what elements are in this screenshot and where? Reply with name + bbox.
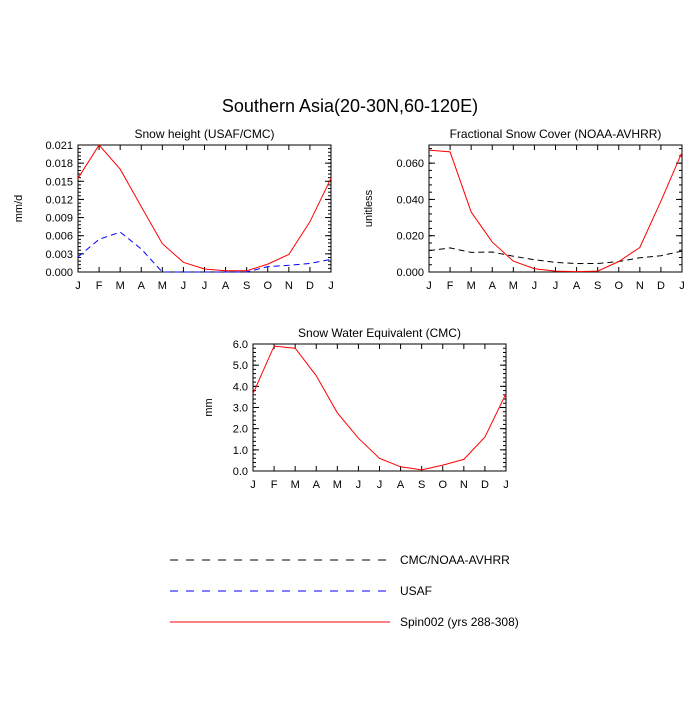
- x-tick-label: O: [263, 280, 272, 292]
- x-tick-label: J: [356, 479, 362, 491]
- series-line-cmc-noaa-avhrr: [428, 247, 683, 264]
- chart-snow-height: Snow height (USAF/CMC)mm/dJ F M A M J J A S O N D J0…: [13, 127, 334, 292]
- y-tick-label: 2.0: [233, 424, 248, 436]
- y-tick-label: 0.040: [396, 194, 424, 206]
- y-tick-label: 0.012: [45, 194, 73, 206]
- chart-fractional-snow-cover: Fractional Snow Cover (NOAA-AVHRR) unitle…: [363, 127, 685, 292]
- x-tick-label: J: [679, 280, 685, 292]
- legend-item-cmc: CMC/NOAA-AVHRR: [170, 553, 510, 567]
- x-tick-label: J: [75, 280, 81, 292]
- y-tick-label: 0.003: [45, 249, 73, 261]
- x-tick-label: J: [328, 280, 334, 292]
- x-tick-label: S: [243, 280, 250, 292]
- series-line-usaf: [77, 231, 332, 273]
- y-tick-label: 0.020: [396, 231, 424, 243]
- x-tick-label: J: [181, 280, 187, 292]
- x-tick-label: F: [271, 479, 278, 491]
- y-tick-label: 1.0: [233, 445, 248, 457]
- x-tick-label: N: [285, 280, 293, 292]
- y-tick-label: 0.060: [396, 158, 424, 170]
- x-tick-label: S: [418, 479, 425, 491]
- panel-title-swe: Snow Water Equivalent (CMC): [298, 326, 461, 340]
- y-tick-label: 0.0: [233, 466, 248, 478]
- x-tick-label: O: [614, 280, 623, 292]
- x-tick-label: D: [657, 280, 665, 292]
- y-tick-label: 6.0: [233, 339, 248, 351]
- x-tick-label: J: [532, 280, 538, 292]
- y-tick-label: 0.015: [45, 176, 73, 188]
- plot-frame: [428, 144, 683, 273]
- x-tick-label: O: [438, 479, 447, 491]
- y-tick-label: 0.009: [45, 213, 73, 225]
- chart-snow-water-equivalent: Snow Water Equivalent (CMC)mmJ F M A M J J A S O N…: [203, 326, 509, 491]
- x-tick-label: A: [313, 479, 321, 491]
- x-tick-label: J: [250, 479, 256, 491]
- x-tick-label: A: [573, 280, 581, 292]
- y-tick-label: 0.006: [45, 231, 73, 243]
- x-tick-label: J: [503, 479, 509, 491]
- y-tick-label: 0.018: [45, 158, 73, 170]
- y-tick-label: 4.0: [233, 381, 248, 393]
- legend-label-usaf: USAF: [400, 584, 432, 598]
- series-line-spin002-yrs-288-308: [252, 345, 507, 471]
- figure-title: Southern Asia(20-30N,60-120E): [222, 96, 478, 116]
- y-axis-label-swe: mm: [203, 398, 215, 416]
- x-tick-label: M: [116, 280, 125, 292]
- y-tick-label: 5.0: [233, 360, 248, 372]
- x-tick-label: J: [202, 280, 208, 292]
- x-tick-label: M: [291, 479, 300, 491]
- x-tick-label: A: [489, 280, 497, 292]
- y-axis-label-snow-height: mm/d: [13, 195, 25, 223]
- x-tick-label: N: [636, 280, 644, 292]
- x-tick-label: M: [467, 280, 476, 292]
- y-tick-label: 3.0: [233, 403, 248, 415]
- legend: CMC/NOAA-AVHRR USAF Spin002 (yrs 288-308…: [170, 553, 519, 629]
- legend-label-cmc: CMC/NOAA-AVHRR: [400, 553, 510, 567]
- x-tick-label: N: [460, 479, 468, 491]
- panel-title-snow-cover: Fractional Snow Cover (NOAA-AVHRR): [450, 127, 662, 141]
- plot-frame: [252, 343, 507, 472]
- x-tick-label: J: [553, 280, 559, 292]
- x-tick-label: D: [481, 479, 489, 491]
- x-tick-label: F: [447, 280, 454, 292]
- y-tick-label: 0.000: [45, 267, 73, 279]
- legend-item-usaf: USAF: [170, 584, 432, 598]
- legend-item-spin002: Spin002 (yrs 288-308): [170, 615, 519, 629]
- series-line-spin002-yrs-288-308: [77, 144, 332, 272]
- y-axis-label-snow-cover: unitless: [363, 189, 375, 227]
- x-tick-label: D: [306, 280, 314, 292]
- x-tick-label: M: [333, 479, 342, 491]
- legend-label-spin002: Spin002 (yrs 288-308): [400, 615, 519, 629]
- x-tick-label: J: [377, 479, 383, 491]
- x-tick-label: F: [96, 280, 103, 292]
- x-tick-label: J: [426, 280, 432, 292]
- y-tick-label: 0.021: [45, 140, 73, 152]
- x-tick-label: A: [222, 280, 230, 292]
- panel-title-snow-height: Snow height (USAF/CMC): [134, 127, 274, 141]
- x-tick-label: A: [397, 479, 405, 491]
- x-tick-label: M: [158, 280, 167, 292]
- x-tick-label: A: [138, 280, 146, 292]
- x-tick-label: S: [594, 280, 601, 292]
- x-tick-label: M: [509, 280, 518, 292]
- series-line-spin002-yrs-288-308: [428, 149, 683, 273]
- y-tick-label: 0.000: [396, 267, 424, 279]
